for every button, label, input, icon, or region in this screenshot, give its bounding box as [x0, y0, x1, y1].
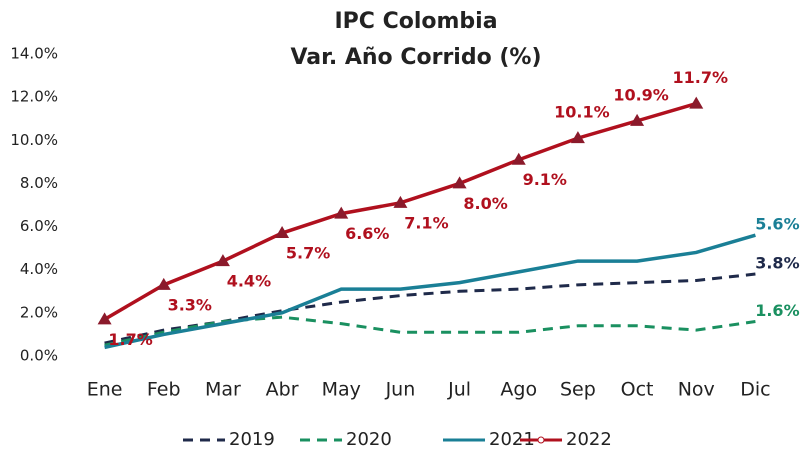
marker	[97, 312, 112, 325]
x-tick-label: May	[322, 379, 361, 401]
data-label: 1.7%	[108, 330, 152, 349]
data-label: 10.9%	[613, 85, 669, 104]
data-label: 1.6%	[755, 301, 799, 320]
marker	[215, 254, 230, 267]
legend-label: 2020	[346, 429, 392, 450]
data-label: 4.4%	[227, 272, 271, 291]
y-tick-label: 8.0%	[20, 174, 58, 192]
y-tick-label: 14.0%	[10, 45, 58, 63]
x-tick-label: Feb	[147, 379, 181, 401]
data-label: 6.6%	[345, 224, 389, 243]
data-label: 3.8%	[755, 254, 799, 273]
y-tick-label: 12.0%	[10, 88, 58, 106]
legend-label: 2022	[566, 429, 612, 450]
legend-label: 2019	[229, 429, 275, 450]
data-label: 7.1%	[404, 213, 448, 232]
x-tick-label: Jul	[447, 379, 471, 401]
data-label: 5.6%	[755, 215, 799, 234]
data-label: 9.1%	[523, 170, 567, 189]
marker	[630, 113, 645, 126]
x-tick-label: Oct	[621, 379, 654, 401]
data-label: 8.0%	[463, 194, 507, 213]
legend-marker	[537, 436, 545, 444]
data-label: 5.7%	[286, 244, 330, 263]
x-tick-label: Ene	[87, 379, 123, 401]
y-tick-label: 2.0%	[20, 303, 58, 321]
series-line	[103, 101, 697, 321]
x-tick-label: Abr	[266, 379, 299, 401]
data-label: 3.3%	[168, 295, 212, 314]
data-label: 10.1%	[554, 103, 610, 122]
x-tick-label: Ago	[500, 379, 537, 401]
marker	[689, 96, 704, 109]
x-tick-label: Nov	[678, 379, 715, 401]
series-line	[104, 233, 756, 350]
x-tick-label: Jun	[385, 379, 416, 401]
y-tick-label: 6.0%	[20, 217, 58, 235]
y-tick-label: 4.0%	[20, 260, 58, 278]
marker	[570, 131, 585, 144]
y-tick-label: 10.0%	[10, 131, 58, 149]
x-tick-label: Dic	[740, 379, 770, 401]
x-tick-label: Mar	[205, 379, 241, 401]
marker	[511, 152, 526, 165]
x-tick-label: Sep	[560, 379, 596, 401]
chart-title: IPC Colombia	[334, 9, 497, 34]
marker	[452, 176, 467, 189]
legend-label: 2021	[489, 429, 535, 450]
marker	[334, 206, 349, 219]
marker	[275, 226, 290, 239]
chart-subtitle: Var. Año Corrido (%)	[290, 45, 541, 70]
marker	[156, 277, 171, 290]
series-line	[104, 315, 756, 347]
marker	[393, 195, 408, 208]
y-tick-label: 0.0%	[20, 347, 58, 365]
data-label: 11.7%	[672, 68, 728, 87]
